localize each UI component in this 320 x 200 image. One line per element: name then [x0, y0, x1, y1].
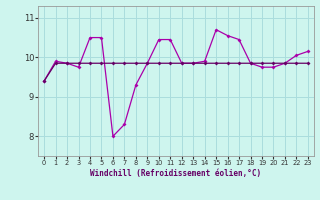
X-axis label: Windchill (Refroidissement éolien,°C): Windchill (Refroidissement éolien,°C): [91, 169, 261, 178]
